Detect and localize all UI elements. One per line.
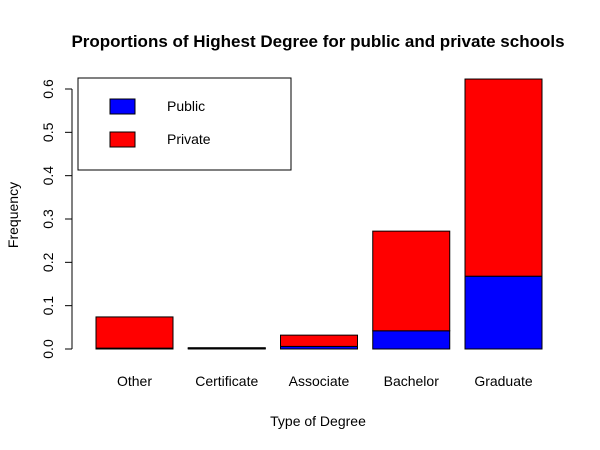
legend-swatch-public [109, 98, 136, 115]
legend-label-public: Public [167, 98, 205, 114]
y-tick-label: 0.1 [40, 296, 56, 316]
legend: Public Private [77, 77, 292, 171]
bars-group [95, 78, 543, 350]
bar-public-bachelor [372, 330, 451, 350]
x-tick-label-other: Other [117, 373, 152, 389]
y-tick-label: 0.6 [40, 79, 56, 99]
x-tick-label-associate: Associate [289, 373, 350, 389]
legend-swatch-private [109, 131, 136, 148]
x-tick-label-bachelor: Bachelor [384, 373, 440, 389]
y-tick-label: 0.4 [40, 166, 56, 186]
chart-title: Proportions of Highest Degree for public… [71, 32, 564, 51]
y-tick-label: 0.2 [40, 252, 56, 272]
y-tick-label: 0.3 [40, 209, 56, 229]
bar-private-bachelor [372, 230, 451, 332]
x-tick-label-certificate: Certificate [195, 373, 258, 389]
bar-private-other [95, 316, 174, 349]
bar-private-associate [280, 334, 358, 347]
y-tick-label: 0.5 [40, 122, 56, 142]
bar-private-certificate [187, 347, 266, 350]
x-axis-labels: Other Certificate Associate Bachelor Graduat… [117, 373, 533, 389]
legend-box [77, 77, 292, 171]
x-tick-label-graduate: Graduate [474, 373, 533, 389]
y-axis-ticks: 0.0 0.1 0.2 0.3 0.4 0.5 0.6 [40, 79, 72, 359]
x-axis-label: Type of Degree [270, 413, 366, 429]
y-tick-label: 0.0 [40, 339, 56, 359]
legend-label-private: Private [167, 131, 211, 147]
bar-public-graduate [464, 275, 543, 350]
bar-private-graduate [464, 78, 543, 277]
y-axis-label: Frequency [5, 182, 21, 248]
